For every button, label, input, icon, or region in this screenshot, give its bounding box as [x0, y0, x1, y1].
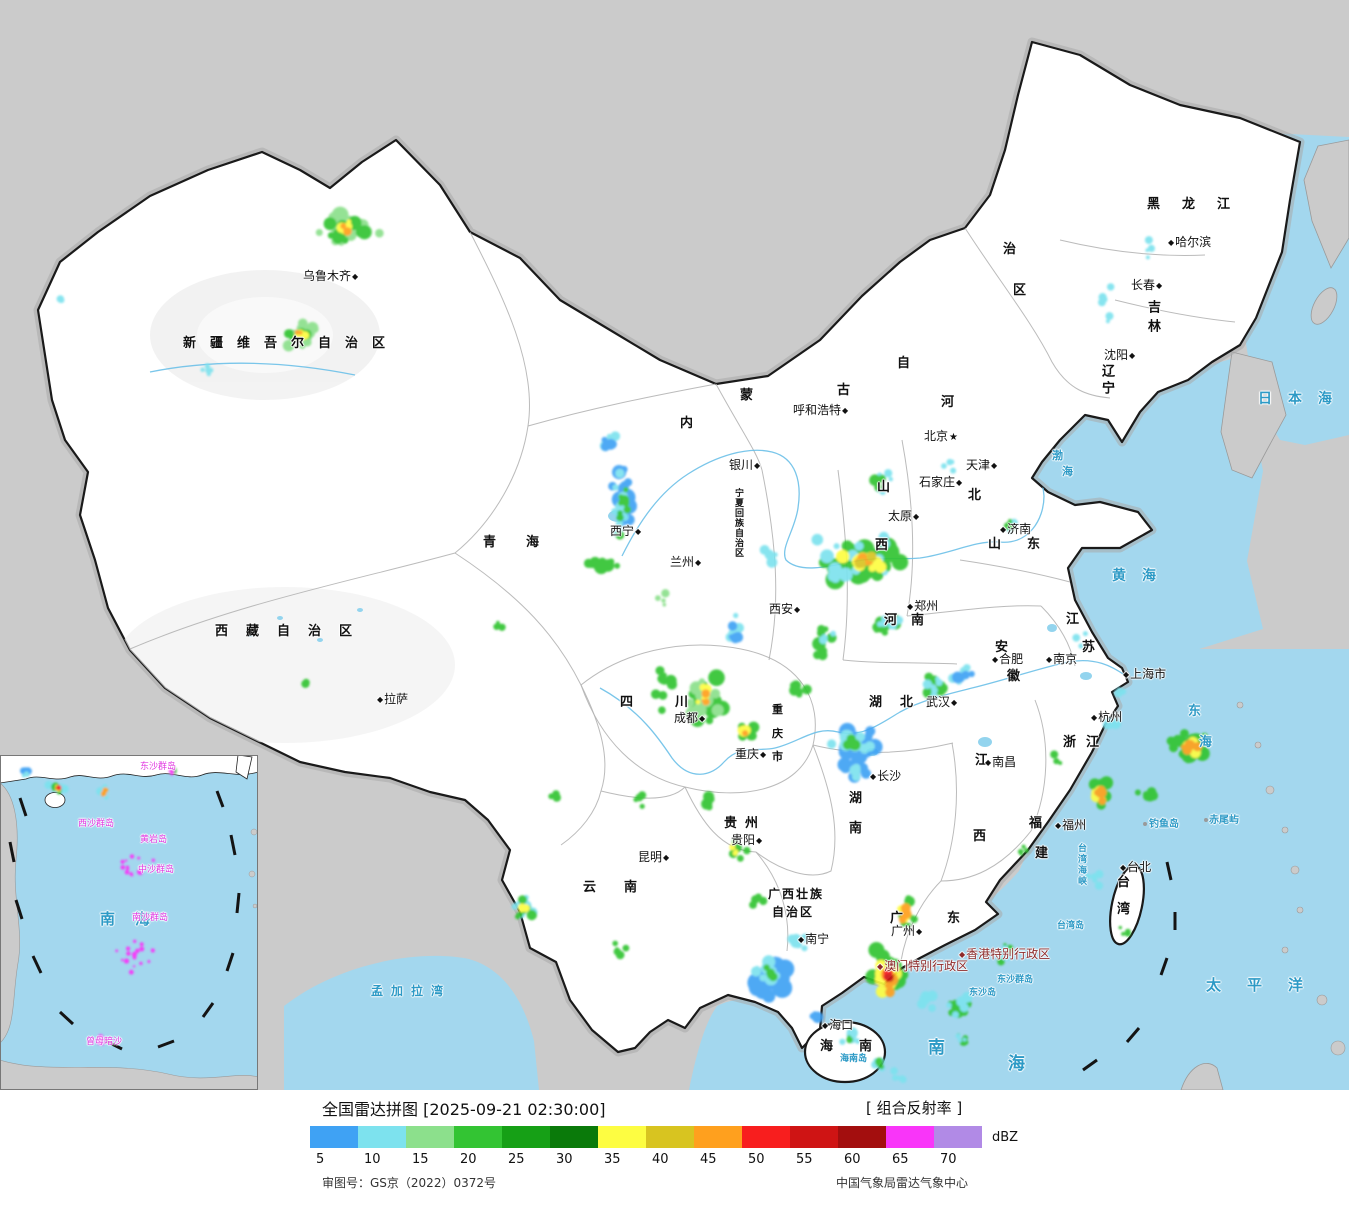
legend-swatch-40	[646, 1126, 694, 1148]
map-license-number: 审图号：GS京（2022）0372号	[322, 1176, 496, 1190]
agency-credit: 中国气象局雷达气象中心	[836, 1176, 969, 1190]
legend-ticks: 5 10 15 20 25 30 35 40 45 50 55 60 65 70	[0, 1152, 1349, 1170]
legend-swatch-65	[886, 1126, 934, 1148]
legend-swatch-15	[406, 1126, 454, 1148]
legend-tick: 55	[796, 1152, 813, 1167]
legend-tick: 20	[460, 1152, 477, 1167]
boundary-dashes	[1082, 861, 1177, 1072]
south-china-sea-inset	[0, 755, 258, 1090]
legend-tick: 65	[892, 1152, 909, 1167]
radar-map: 黑龙江 吉林 辽宁 新疆维吾尔自治区内蒙古自治区河北青海 西藏自治区 四川 云南 贵州 广西壮族…	[0, 0, 1349, 1090]
inset-hainan	[44, 792, 66, 808]
japan-island	[1310, 287, 1338, 325]
bay-of-bengal	[284, 955, 539, 1090]
taiwan-island	[1109, 864, 1145, 946]
legend-tick: 35	[604, 1152, 621, 1167]
inset-taiwan	[235, 755, 253, 780]
legend-tick: 70	[940, 1152, 957, 1167]
legend-tick: 40	[652, 1152, 669, 1167]
inset-nine-dash-line	[8, 790, 241, 1051]
legend-swatch-55	[790, 1126, 838, 1148]
legend-swatch-30	[550, 1126, 598, 1148]
legend-unit: dBZ	[992, 1130, 1019, 1145]
legend-tick: 25	[508, 1152, 525, 1167]
legend-panel: 全国雷达拼图 [2025-09-21 02:30:00] [ 组合反射率 ] d…	[0, 1090, 1349, 1208]
chiwei-island-dot	[1204, 818, 1208, 822]
colorbar	[310, 1126, 982, 1148]
hainan-island	[803, 1020, 887, 1084]
legend-tick: 5	[316, 1152, 325, 1167]
korea-peninsula	[1220, 351, 1287, 479]
rivers	[149, 362, 1127, 775]
legend-tick: 60	[844, 1152, 861, 1167]
legend-swatch-10	[358, 1126, 406, 1148]
legend-swatch-70	[934, 1126, 982, 1148]
legend-swatch-5	[310, 1126, 358, 1148]
legend-swatch-25	[502, 1126, 550, 1148]
legend-swatch-20	[454, 1126, 502, 1148]
legend-swatch-50	[742, 1126, 790, 1148]
legend-tick: 50	[748, 1152, 765, 1167]
japan-coast	[1303, 139, 1349, 269]
inset-sea	[0, 755, 258, 1090]
dongsha-island-dot	[973, 991, 977, 995]
legend-tick: 15	[412, 1152, 429, 1167]
legend-swatch-60	[838, 1126, 886, 1148]
legend-swatch-35	[598, 1126, 646, 1148]
legend-tick: 10	[364, 1152, 381, 1167]
inset-borneo	[0, 1059, 258, 1090]
ryukyu-islands	[1236, 701, 1346, 1056]
inset-echo-layer	[20, 767, 177, 1046]
legend-title: 全国雷达拼图 [2025-09-21 02:30:00]	[322, 1100, 606, 1119]
legend-tick: 45	[700, 1152, 717, 1167]
legend-product-name: [ 组合反射率 ]	[866, 1099, 963, 1117]
inset-frame	[0, 755, 258, 1090]
radar-echo-layer	[56, 206, 1210, 1084]
diaoyu-island-dot	[1143, 822, 1147, 826]
neighbor-lands	[973, 139, 1349, 1090]
legend-swatch-45	[694, 1126, 742, 1148]
legend-tick: 30	[556, 1152, 573, 1167]
inset-mainland-coast	[0, 755, 258, 784]
map-canvas	[0, 0, 1349, 1090]
luzon	[1180, 1063, 1224, 1090]
inset-vietnam	[0, 782, 20, 1044]
